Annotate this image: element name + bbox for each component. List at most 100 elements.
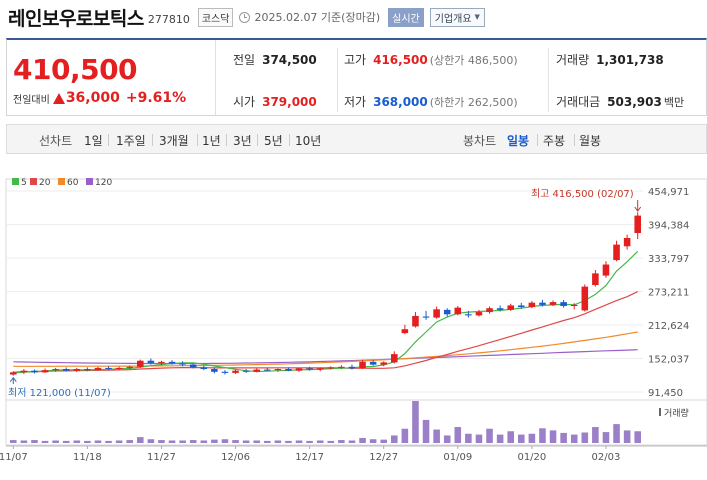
market-badge: 코스닥 — [197, 7, 234, 27]
price-summary: 410,500 전일대비 36,000 +9.61% 전일 374,500 고가… — [6, 38, 707, 116]
stats-row: 전일 374,500 고가 416,500 (상한가 486,500) 거래량 … — [216, 44, 706, 74]
stat-value: 416,500 — [373, 52, 428, 67]
volume-bar — [20, 440, 28, 443]
tab-period-1y[interactable]: 1년 — [202, 134, 221, 148]
tab-line-chart[interactable]: 선차트 — [39, 134, 73, 148]
volume-bar — [84, 440, 91, 443]
chart-tab-bar: 선차트 1일 1주일 3개월 1년 3년 5년 10년 봉차트 일봉 주봉 월봉 — [6, 124, 707, 154]
current-price-panel: 410,500 전일대비 36,000 +9.61% — [7, 40, 216, 115]
divider — [548, 48, 549, 112]
volume-bar — [158, 440, 165, 443]
candle-body — [285, 369, 292, 371]
volume-bar — [496, 434, 504, 443]
volume-bar — [433, 429, 440, 443]
divider — [152, 134, 153, 146]
candle-body — [274, 369, 282, 371]
candle-body — [94, 367, 102, 371]
stat-volume: 거래량 1,301,738 — [556, 51, 664, 68]
candle-body — [401, 329, 409, 334]
candle-body — [581, 286, 589, 311]
chevron-down-icon: ▼ — [474, 13, 480, 21]
candle-body — [412, 315, 419, 327]
legend-swatch — [58, 178, 65, 185]
volume-bar — [10, 440, 17, 443]
volume-bar — [613, 424, 620, 443]
tab-period-3m[interactable]: 3개월 — [159, 134, 189, 148]
volume-bar — [507, 431, 514, 443]
candle-body — [84, 369, 91, 371]
divider — [226, 134, 227, 146]
change-row: 전일대비 36,000 +9.61% — [13, 90, 215, 106]
candle-body — [348, 366, 356, 369]
volume-bar — [274, 440, 282, 443]
volume-bar — [412, 401, 419, 443]
tab-daily[interactable]: 일봉 — [507, 134, 530, 148]
change-value: 36,000 — [65, 90, 120, 106]
candle-body — [232, 370, 239, 373]
volume-bar — [31, 440, 38, 443]
candle-body — [158, 361, 165, 363]
realtime-button[interactable]: 실시간 — [388, 7, 424, 27]
stats-row: 시가 379,000 저가 368,000 (하한가 262,500) 거래대금… — [216, 86, 706, 116]
high-annotation: 최고 416,500 (02/07) — [531, 188, 634, 200]
x-tick-label: 02/03 — [592, 452, 621, 463]
candle-body — [316, 368, 324, 370]
volume-bar — [348, 440, 356, 443]
candle-body — [391, 354, 398, 363]
candle-body — [10, 372, 17, 375]
stat-value: 374,500 — [262, 52, 317, 67]
tab-candle-chart[interactable]: 봉차트 — [463, 134, 497, 148]
candle-body — [31, 370, 38, 373]
candle-body — [295, 368, 303, 371]
candle-body — [338, 366, 345, 368]
volume-bar — [137, 437, 144, 443]
volume-bar — [52, 440, 59, 443]
volume-bar — [211, 439, 218, 443]
volume-bar — [168, 440, 176, 443]
volume-bar — [401, 428, 409, 443]
volume-bar — [126, 440, 133, 443]
stat-unit: 백만 — [663, 95, 685, 109]
candle-body — [359, 361, 366, 369]
candle-body — [73, 369, 81, 371]
candle-body — [486, 308, 493, 313]
tab-period-1w[interactable]: 1주일 — [116, 134, 146, 148]
triangle-up-icon — [52, 92, 65, 104]
tab-monthly[interactable]: 월봉 — [579, 134, 602, 148]
stat-label: 고가 — [344, 52, 367, 67]
candle-body — [179, 363, 186, 365]
volume-bar — [454, 427, 462, 443]
x-tick-label: 11/18 — [73, 452, 102, 463]
divider — [574, 134, 575, 146]
candle-body — [613, 244, 620, 261]
candle-body — [200, 367, 208, 370]
candle-body — [570, 304, 578, 306]
candle-body — [539, 302, 546, 305]
legend-label: 60 — [67, 178, 79, 188]
candlestick-chart[interactable]: 5 20 60 120 454,971 394,384 333,797 273,211 212,… — [0, 160, 707, 480]
volume-bar — [359, 437, 366, 443]
ma20-line — [13, 291, 638, 373]
tab-weekly[interactable]: 주봉 — [543, 134, 566, 148]
candle-body — [454, 307, 462, 315]
clock-icon — [239, 11, 251, 23]
volume-bar — [221, 439, 229, 443]
stat-amount: 거래대금 503,903 백만 — [556, 93, 684, 110]
volume-bar — [369, 439, 377, 443]
tab-period-3y[interactable]: 3년 — [233, 134, 252, 148]
volume-bar — [581, 432, 589, 443]
company-overview-dropdown[interactable]: 기업개요 ▼ — [429, 7, 485, 27]
tab-period-5y[interactable]: 5년 — [264, 134, 283, 148]
volume-bar — [200, 440, 208, 443]
current-price: 410,500 — [13, 53, 138, 86]
legend-label: 5 — [21, 178, 27, 188]
volume-bar — [592, 427, 599, 443]
legend-label: 120 — [95, 178, 112, 188]
tab-period-1d[interactable]: 1일 — [84, 134, 103, 148]
x-tick-label: 11/07 — [0, 452, 28, 463]
candle-body — [62, 369, 70, 371]
stat-sub: (상한가 486,500) — [429, 53, 518, 67]
volume-bar — [306, 440, 313, 443]
tab-period-10y[interactable]: 10년 — [295, 134, 322, 148]
candle-body — [211, 369, 218, 372]
